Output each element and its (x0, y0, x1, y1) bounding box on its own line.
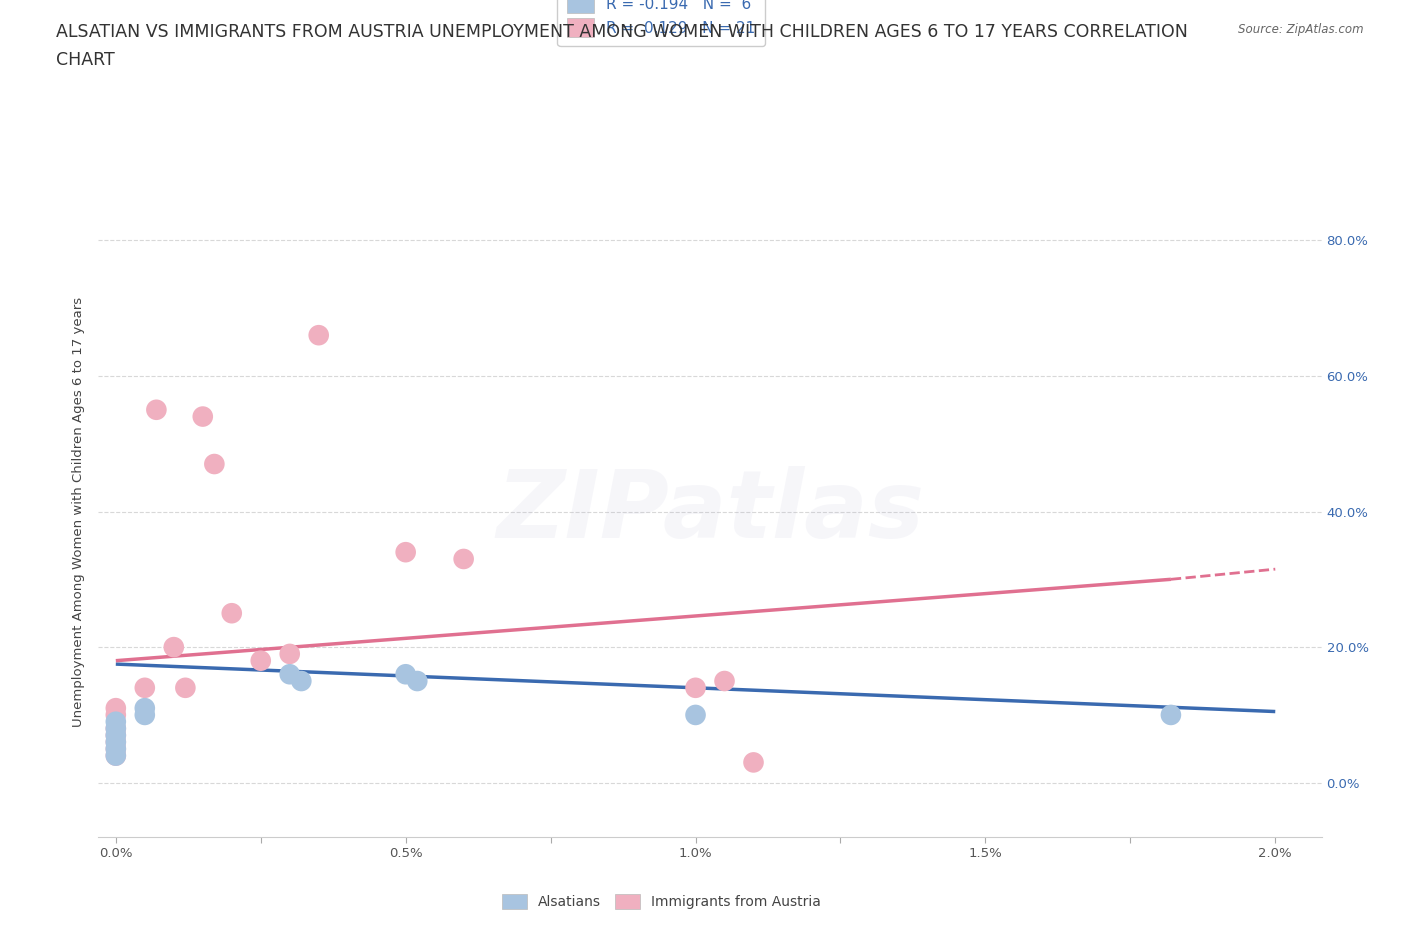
Point (104, 741, 127, 756)
Text: ZIPatlas: ZIPatlas (496, 466, 924, 557)
Text: CHART: CHART (56, 51, 115, 69)
Point (685, 708, 707, 723)
Point (742, 755, 765, 770)
Point (249, 653, 271, 668)
Point (278, 667, 301, 682)
Point (308, 327, 330, 342)
Point (453, 551, 475, 566)
Point (104, 748, 127, 763)
Point (134, 708, 156, 723)
Point (713, 673, 735, 688)
Point (104, 741, 127, 756)
Point (278, 646, 301, 661)
Point (104, 735, 127, 750)
Point (104, 708, 127, 723)
Point (134, 681, 156, 696)
Point (104, 721, 127, 736)
Point (290, 673, 312, 688)
Point (395, 545, 418, 560)
Text: Source: ZipAtlas.com: Source: ZipAtlas.com (1239, 23, 1364, 36)
Point (1160, 708, 1182, 723)
Point (406, 673, 429, 688)
Point (163, 640, 186, 655)
Point (104, 735, 127, 750)
Point (395, 667, 418, 682)
Point (145, 403, 167, 418)
Legend: Alsatians, Immigrants from Austria: Alsatians, Immigrants from Austria (496, 889, 827, 915)
Point (104, 728, 127, 743)
Point (685, 681, 707, 696)
Point (104, 700, 127, 715)
Point (104, 721, 127, 736)
Point (202, 457, 225, 472)
Point (221, 605, 243, 620)
Point (191, 409, 214, 424)
Text: ALSATIAN VS IMMIGRANTS FROM AUSTRIA UNEMPLOYMENT AMONG WOMEN WITH CHILDREN AGES : ALSATIAN VS IMMIGRANTS FROM AUSTRIA UNEM… (56, 23, 1188, 41)
Point (104, 714, 127, 729)
Y-axis label: Unemployment Among Women with Children Ages 6 to 17 years: Unemployment Among Women with Children A… (72, 297, 86, 726)
Point (104, 748, 127, 763)
Point (174, 681, 197, 696)
Point (104, 728, 127, 743)
Point (134, 700, 156, 715)
